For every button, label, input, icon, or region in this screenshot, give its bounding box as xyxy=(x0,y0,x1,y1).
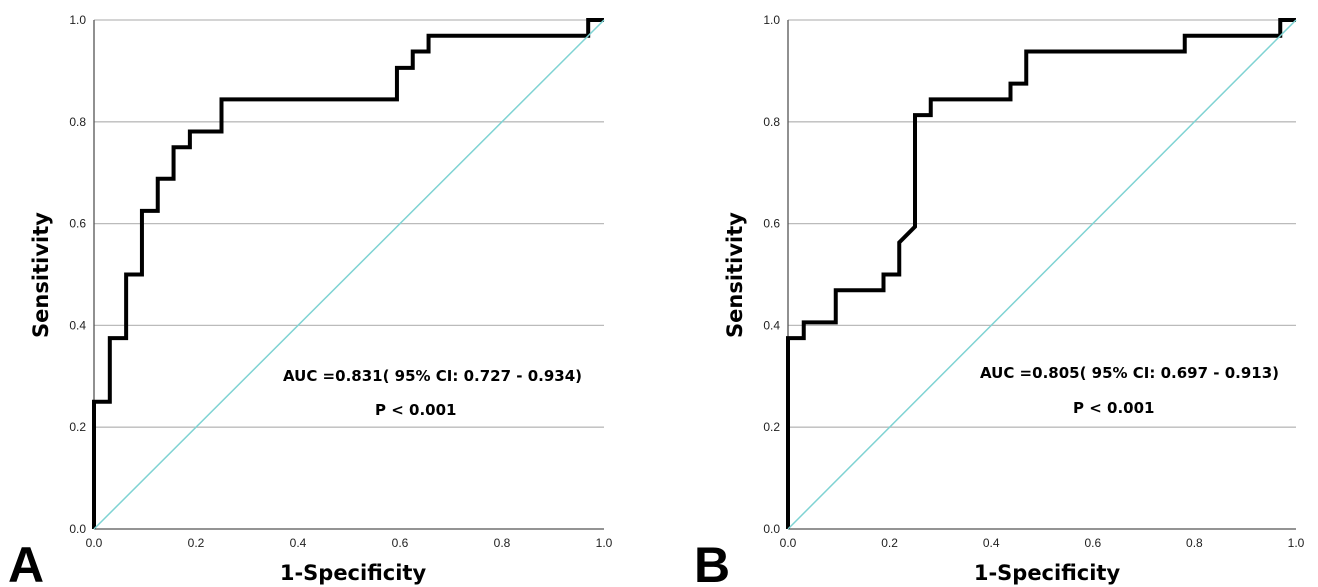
y-tick-label: 1.0 xyxy=(763,13,780,27)
y-tick-label: 0.2 xyxy=(763,420,780,434)
x-tick-label: 1.0 xyxy=(1288,536,1305,550)
p-value-annotation: P < 0.001 xyxy=(1073,399,1154,417)
roc-curve-line xyxy=(92,18,604,529)
auc-annotation: AUC =0.805( 95% CI: 0.697 - 0.913) xyxy=(980,364,1279,382)
x-tick-label: 0.8 xyxy=(494,536,511,550)
x-tick-label: 0.2 xyxy=(188,536,205,550)
x-tick-label: 0.4 xyxy=(290,536,307,550)
y-tick-label: 0.4 xyxy=(69,318,86,332)
x-tick-label: 0.6 xyxy=(1084,536,1101,550)
x-tick-label: 0.0 xyxy=(86,536,103,550)
auc-annotation: AUC =0.831( 95% CI: 0.727 - 0.934) xyxy=(283,367,582,385)
x-tick-label: 0.8 xyxy=(1186,536,1203,550)
x-tick-label: 0.0 xyxy=(780,536,797,550)
reference-diagonal-line xyxy=(93,19,605,530)
y-tick-label: 0.0 xyxy=(69,522,86,536)
y-tick-label: 0.0 xyxy=(763,522,780,536)
roc-panel-a: 0.0 0.2 0.4 0.6 0.8 1.0 0.0 0.2 0.4 0.6 0.8 1.0 1-Sp… xyxy=(8,13,613,587)
panel-label: B xyxy=(694,537,730,587)
x-axis-title: 1-Specificity xyxy=(974,561,1121,585)
y-tick-label: 0.6 xyxy=(763,217,780,231)
x-tick-label: 0.2 xyxy=(881,536,898,550)
y-tick-label: 0.4 xyxy=(763,318,780,332)
x-tick-label: 1.0 xyxy=(596,536,613,550)
y-axis-title: Sensitivity xyxy=(29,212,53,338)
y-tick-label: 0.2 xyxy=(69,420,86,434)
y-tick-label: 0.6 xyxy=(69,217,86,231)
y-axis-title: Sensitivity xyxy=(723,212,747,338)
x-tick-label: 0.4 xyxy=(983,536,1000,550)
y-tick-label: 0.8 xyxy=(69,115,86,129)
roc-panel-b: 0.0 0.2 0.4 0.6 0.8 1.0 0.0 0.2 0.4 0.6 0.8 1.0 1-Sp… xyxy=(694,13,1305,587)
x-tick-label: 0.6 xyxy=(392,536,409,550)
roc-curve-line xyxy=(786,18,1296,529)
x-axis-title: 1-Specificity xyxy=(280,561,427,585)
reference-diagonal-line xyxy=(787,19,1297,530)
y-tick-label: 0.8 xyxy=(763,115,780,129)
p-value-annotation: P < 0.001 xyxy=(375,401,456,419)
panel-label: A xyxy=(8,537,44,587)
y-tick-label: 1.0 xyxy=(69,13,86,27)
